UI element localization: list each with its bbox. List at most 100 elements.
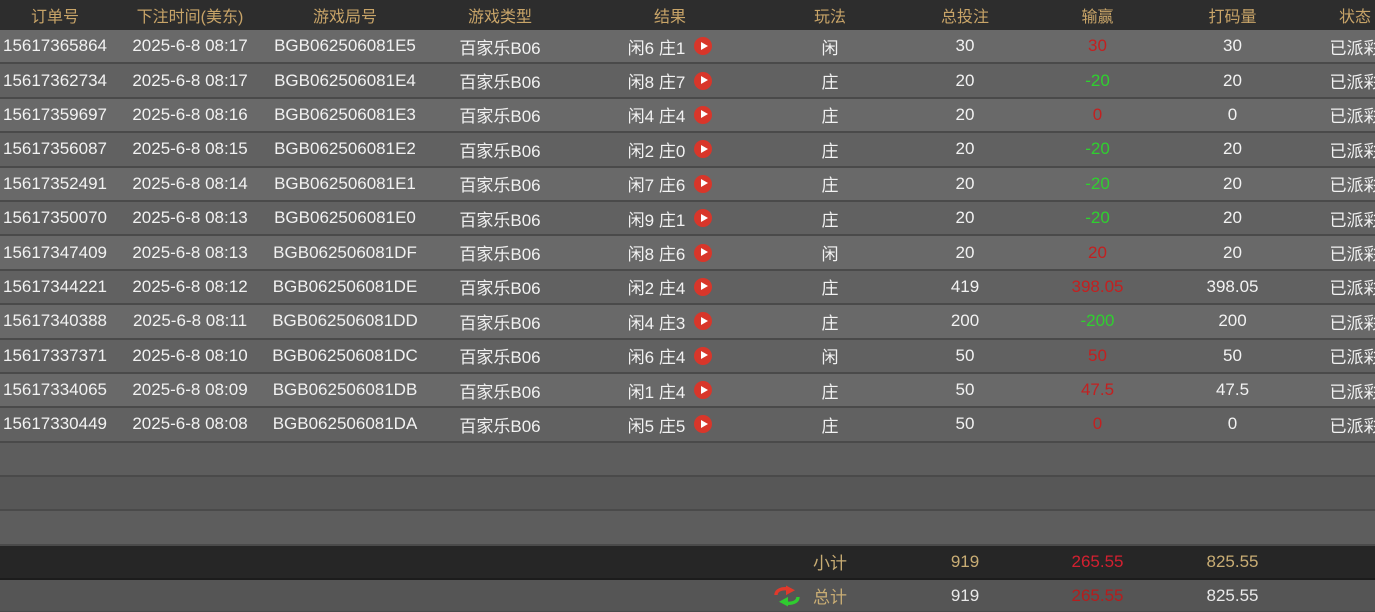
cell-win-loss: 0 [1092, 104, 1103, 124]
cell-play-type: 闲 [821, 348, 839, 368]
cell-round-id: BGB062506081DA [272, 414, 418, 434]
table-row: 15617362734 2025-6-8 08:17 BGB062506081E… [0, 64, 1375, 99]
col-header-turnover: 打码量 [1208, 9, 1257, 26]
cell-round-id: BGB062506081DD [272, 311, 418, 331]
cell-result: 闲2 庄4 [580, 274, 760, 299]
subtotal-label: 小计 [813, 554, 847, 574]
cell-total-bet: 50 [955, 414, 975, 434]
table-row: 15617337371 2025-6-8 08:10 BGB062506081D… [0, 339, 1375, 374]
cell-status: 已派彩 [1329, 176, 1375, 196]
cell-status: 已派彩 [1329, 210, 1375, 230]
cell-game-type: 百家乐B06 [459, 38, 541, 58]
cell-win-loss: -200 [1080, 311, 1115, 331]
cell-order-id: 15617362734 [2, 70, 107, 90]
cell-order-id: 15617344221 [2, 276, 107, 296]
cell-bet-time: 2025-6-8 08:15 [132, 139, 248, 159]
swap-icon[interactable] [772, 585, 802, 607]
cell-status: 已派彩 [1329, 313, 1375, 333]
col-header-win-loss: 输赢 [1081, 9, 1114, 26]
play-icon[interactable] [694, 71, 713, 90]
total-turnover: 825.55 [1206, 585, 1259, 605]
cell-status: 已派彩 [1329, 38, 1375, 58]
cell-bet-time: 2025-6-8 08:13 [132, 242, 248, 262]
cell-turnover: 47.5 [1215, 380, 1250, 400]
cell-total-bet: 20 [955, 139, 975, 159]
total-label: 总计 [760, 583, 900, 608]
col-header-bet-time: 下注时间(美东) [136, 9, 244, 26]
table-row: 15617365864 2025-6-8 08:17 BGB062506081E… [0, 30, 1375, 65]
play-icon[interactable] [694, 140, 713, 159]
cell-game-type: 百家乐B06 [459, 141, 541, 161]
cell-order-id: 15617365864 [2, 36, 107, 56]
cell-game-type: 百家乐B06 [459, 416, 541, 436]
cell-round-id: BGB062506081DF [273, 242, 417, 262]
cell-win-loss: 47.5 [1080, 380, 1115, 400]
col-header-play-type: 玩法 [813, 9, 846, 26]
cell-bet-time: 2025-6-8 08:13 [132, 208, 248, 228]
cell-order-id: 15617347409 [2, 242, 107, 262]
cell-round-id: BGB062506081DC [272, 345, 418, 365]
table-row: 15617350070 2025-6-8 08:13 BGB062506081E… [0, 201, 1375, 237]
cell-round-id: BGB062506081E4 [274, 70, 416, 90]
cell-status: 已派彩 [1329, 416, 1375, 436]
cell-win-loss: 20 [1088, 242, 1107, 262]
subtotal-win-loss: 265.55 [1071, 551, 1124, 571]
cell-bet-time: 2025-6-8 08:12 [132, 276, 248, 296]
cell-game-type: 百家乐B06 [459, 107, 541, 127]
play-icon[interactable] [694, 174, 713, 193]
cell-turnover: 30 [1223, 36, 1242, 56]
cell-win-loss: 0 [1092, 414, 1103, 434]
cell-order-id: 15617337371 [2, 345, 107, 365]
cell-result: 闲6 庄1 [580, 34, 760, 59]
cell-bet-time: 2025-6-8 08:10 [132, 345, 248, 365]
play-icon[interactable] [694, 209, 713, 228]
cell-result: 闲5 庄5 [580, 412, 760, 437]
cell-turnover: 398.05 [1206, 276, 1259, 296]
play-icon[interactable] [694, 277, 713, 296]
cell-total-bet: 20 [955, 208, 975, 228]
col-header-total-bet: 总投注 [940, 9, 989, 26]
result-text: 闲9 庄1 [627, 210, 686, 230]
cell-win-loss: -20 [1085, 208, 1110, 228]
play-icon[interactable] [694, 381, 713, 400]
play-icon[interactable] [694, 415, 713, 434]
cell-total-bet: 20 [955, 173, 975, 193]
play-icon[interactable] [694, 312, 713, 331]
play-icon[interactable] [694, 37, 713, 56]
cell-status: 已派彩 [1329, 107, 1375, 127]
result-text: 闲6 庄1 [627, 38, 686, 58]
play-icon[interactable] [694, 346, 713, 365]
result-text: 闲4 庄3 [627, 313, 686, 333]
cell-bet-time: 2025-6-8 08:17 [132, 36, 248, 56]
cell-turnover: 20 [1223, 208, 1242, 228]
cell-game-type: 百家乐B06 [459, 382, 541, 402]
total-label-text: 总计 [813, 588, 847, 608]
cell-win-loss: 398.05 [1071, 276, 1124, 296]
result-text: 闲1 庄4 [627, 382, 686, 402]
cell-turnover: 200 [1218, 311, 1247, 331]
cell-order-id: 15617350070 [2, 208, 107, 228]
cell-win-loss: -20 [1085, 139, 1110, 159]
table-row: 15617347409 2025-6-8 08:13 BGB062506081D… [0, 236, 1375, 271]
cell-bet-time: 2025-6-8 08:08 [132, 414, 248, 434]
cell-round-id: BGB062506081DB [272, 380, 418, 400]
cell-total-bet: 50 [955, 380, 975, 400]
cell-turnover: 20 [1223, 242, 1242, 262]
subtotal-row: 小计 919 265.55 825.55 [0, 545, 1375, 580]
result-text: 闲2 庄0 [627, 141, 686, 161]
play-icon[interactable] [694, 105, 713, 124]
table-header: 订单号 下注时间(美东) 游戏局号 游戏类型 结果 玩法 总投注 输赢 打码量 … [0, 0, 1375, 30]
cell-total-bet: 419 [950, 276, 980, 296]
cell-turnover: 20 [1223, 70, 1242, 90]
play-icon[interactable] [694, 243, 713, 262]
total-win-loss: 265.55 [1071, 585, 1124, 605]
cell-game-type: 百家乐B06 [459, 279, 541, 299]
cell-turnover: 0 [1227, 104, 1238, 124]
cell-status: 已派彩 [1329, 245, 1375, 265]
empty-row [0, 442, 1375, 478]
cell-bet-time: 2025-6-8 08:09 [132, 380, 248, 400]
cell-order-id: 15617356087 [2, 139, 107, 159]
cell-game-type: 百家乐B06 [459, 348, 541, 368]
